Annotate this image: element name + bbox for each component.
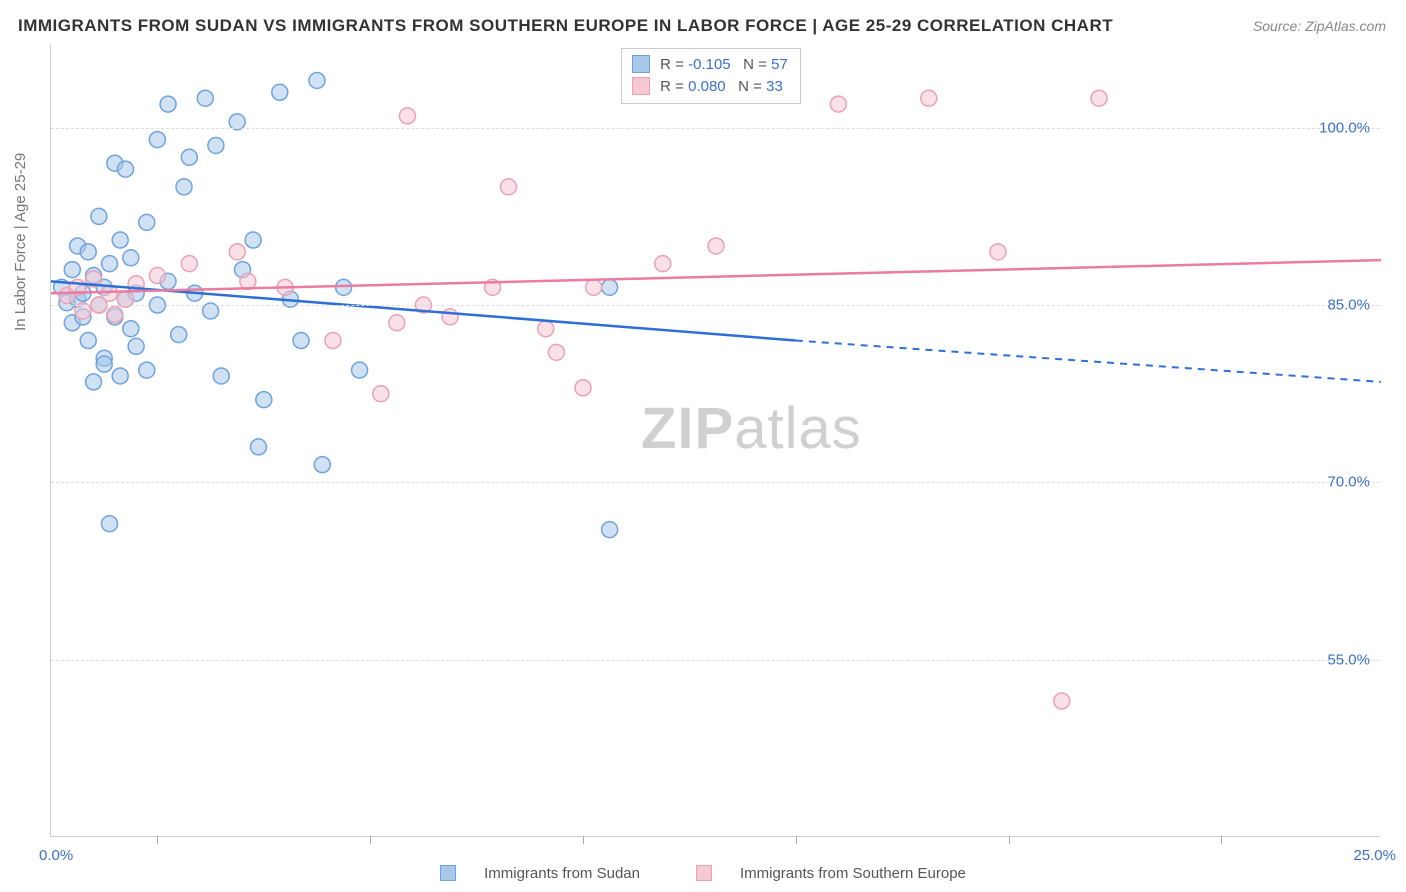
gridline-h <box>51 482 1380 483</box>
trend-line-extrapolated <box>796 341 1381 382</box>
data-point <box>86 374 102 390</box>
data-point <box>708 238 724 254</box>
data-point <box>1091 90 1107 106</box>
x-tick <box>157 836 158 844</box>
legend-bottom: Immigrants from Sudan Immigrants from Sou… <box>0 865 1406 882</box>
data-point <box>990 244 1006 260</box>
data-point <box>293 333 309 349</box>
data-point <box>538 321 554 337</box>
plot-area: R = -0.105 N = 57 R = 0.080 N = 33 ZIPat… <box>50 45 1380 837</box>
stats-row: R = -0.105 N = 57 <box>632 53 788 75</box>
data-point <box>352 362 368 378</box>
data-point <box>575 380 591 396</box>
data-point <box>117 161 133 177</box>
n-label: N = <box>738 78 766 95</box>
legend-swatch-icon <box>632 77 650 95</box>
data-point <box>256 392 272 408</box>
x-axis-max-label: 25.0% <box>1353 847 1396 864</box>
data-point <box>139 214 155 230</box>
legend-label: Immigrants from Sudan <box>484 865 640 882</box>
data-point <box>149 268 165 284</box>
data-point <box>123 321 139 337</box>
data-point <box>1054 693 1070 709</box>
source-name: ZipAtlas.com <box>1305 18 1386 34</box>
data-point <box>213 368 229 384</box>
data-point <box>548 344 564 360</box>
data-point <box>176 179 192 195</box>
data-point <box>309 72 325 88</box>
x-tick <box>1221 836 1222 844</box>
x-tick <box>1009 836 1010 844</box>
data-point <box>602 279 618 295</box>
n-label: N = <box>743 56 771 73</box>
y-tick-label: 70.0% <box>1327 474 1370 491</box>
data-point <box>830 96 846 112</box>
legend-swatch-icon <box>440 865 456 881</box>
data-point <box>181 149 197 165</box>
data-point <box>501 179 517 195</box>
gridline-h <box>51 128 1380 129</box>
data-point <box>250 439 266 455</box>
data-point <box>314 457 330 473</box>
data-point <box>921 90 937 106</box>
data-point <box>655 256 671 272</box>
data-point <box>586 279 602 295</box>
source-attribution: Source: ZipAtlas.com <box>1253 18 1386 34</box>
y-tick-label: 55.0% <box>1327 651 1370 668</box>
data-point <box>96 356 112 372</box>
data-point <box>80 333 96 349</box>
data-point <box>171 327 187 343</box>
data-point <box>102 256 118 272</box>
data-point <box>245 232 261 248</box>
r-label: R = <box>660 78 688 95</box>
data-point <box>399 108 415 124</box>
data-point <box>389 315 405 331</box>
chart-title: IMMIGRANTS FROM SUDAN VS IMMIGRANTS FROM… <box>18 16 1113 36</box>
data-point <box>112 368 128 384</box>
legend-swatch-icon <box>696 865 712 881</box>
data-point <box>442 309 458 325</box>
data-point <box>139 362 155 378</box>
data-point <box>602 522 618 538</box>
data-point <box>208 137 224 153</box>
data-point <box>128 338 144 354</box>
data-point <box>160 96 176 112</box>
x-tick <box>796 836 797 844</box>
data-point <box>80 244 96 260</box>
chart-svg <box>51 45 1381 837</box>
data-point <box>64 262 80 278</box>
x-tick <box>583 836 584 844</box>
data-point <box>149 132 165 148</box>
data-point <box>272 84 288 100</box>
n-value: 57 <box>771 56 788 73</box>
data-point <box>102 516 118 532</box>
data-point <box>91 208 107 224</box>
r-label: R = <box>660 56 688 73</box>
data-point <box>112 232 128 248</box>
x-tick <box>370 836 371 844</box>
legend-label: Immigrants from Southern Europe <box>740 865 966 882</box>
stats-row: R = 0.080 N = 33 <box>632 75 788 97</box>
y-tick-label: 100.0% <box>1319 119 1370 136</box>
legend-item: Immigrants from Southern Europe <box>682 865 980 882</box>
n-value: 33 <box>766 78 783 95</box>
data-point <box>107 307 123 323</box>
data-point <box>229 244 245 260</box>
legend-item: Immigrants from Sudan <box>426 865 654 882</box>
x-axis-min-label: 0.0% <box>39 847 73 864</box>
data-point <box>325 333 341 349</box>
data-point <box>197 90 213 106</box>
source-prefix: Source: <box>1253 18 1305 34</box>
r-value: 0.080 <box>688 78 726 95</box>
gridline-h <box>51 660 1380 661</box>
y-tick-label: 85.0% <box>1327 297 1370 314</box>
data-point <box>181 256 197 272</box>
r-value: -0.105 <box>688 56 731 73</box>
gridline-h <box>51 305 1380 306</box>
legend-swatch-icon <box>632 55 650 73</box>
stats-legend-box: R = -0.105 N = 57 R = 0.080 N = 33 <box>621 48 801 104</box>
y-axis-label: In Labor Force | Age 25-29 <box>12 153 29 331</box>
data-point <box>373 386 389 402</box>
data-point <box>123 250 139 266</box>
